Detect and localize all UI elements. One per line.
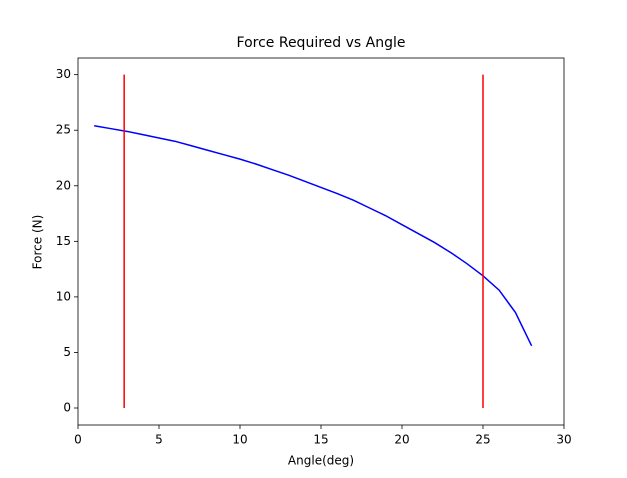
plot-frame [77,57,565,426]
line [94,125,533,347]
y-tick-label: 20 [56,178,71,192]
x-axis-label: Angle(deg) [288,454,354,468]
y-tick-label: 10 [56,289,71,303]
y-tick-label: 5 [63,345,71,359]
chart-title: Force Required vs Angle [237,35,406,51]
y-tick-label: 0 [63,401,71,415]
x-tick-label: 0 [74,433,82,447]
x-tick-label: 25 [475,433,490,447]
x-tick-label: 15 [313,433,328,447]
y-tick-label: 30 [56,67,71,81]
y-tick-label: 25 [56,123,71,137]
x-tick-label: 10 [232,433,247,447]
y-tick-label: 15 [56,234,71,248]
y-axis-label: Force (N) [31,215,45,270]
x-tick-label: 5 [155,433,163,447]
x-tick-label: 30 [556,433,571,447]
x-tick-label: 20 [394,433,409,447]
